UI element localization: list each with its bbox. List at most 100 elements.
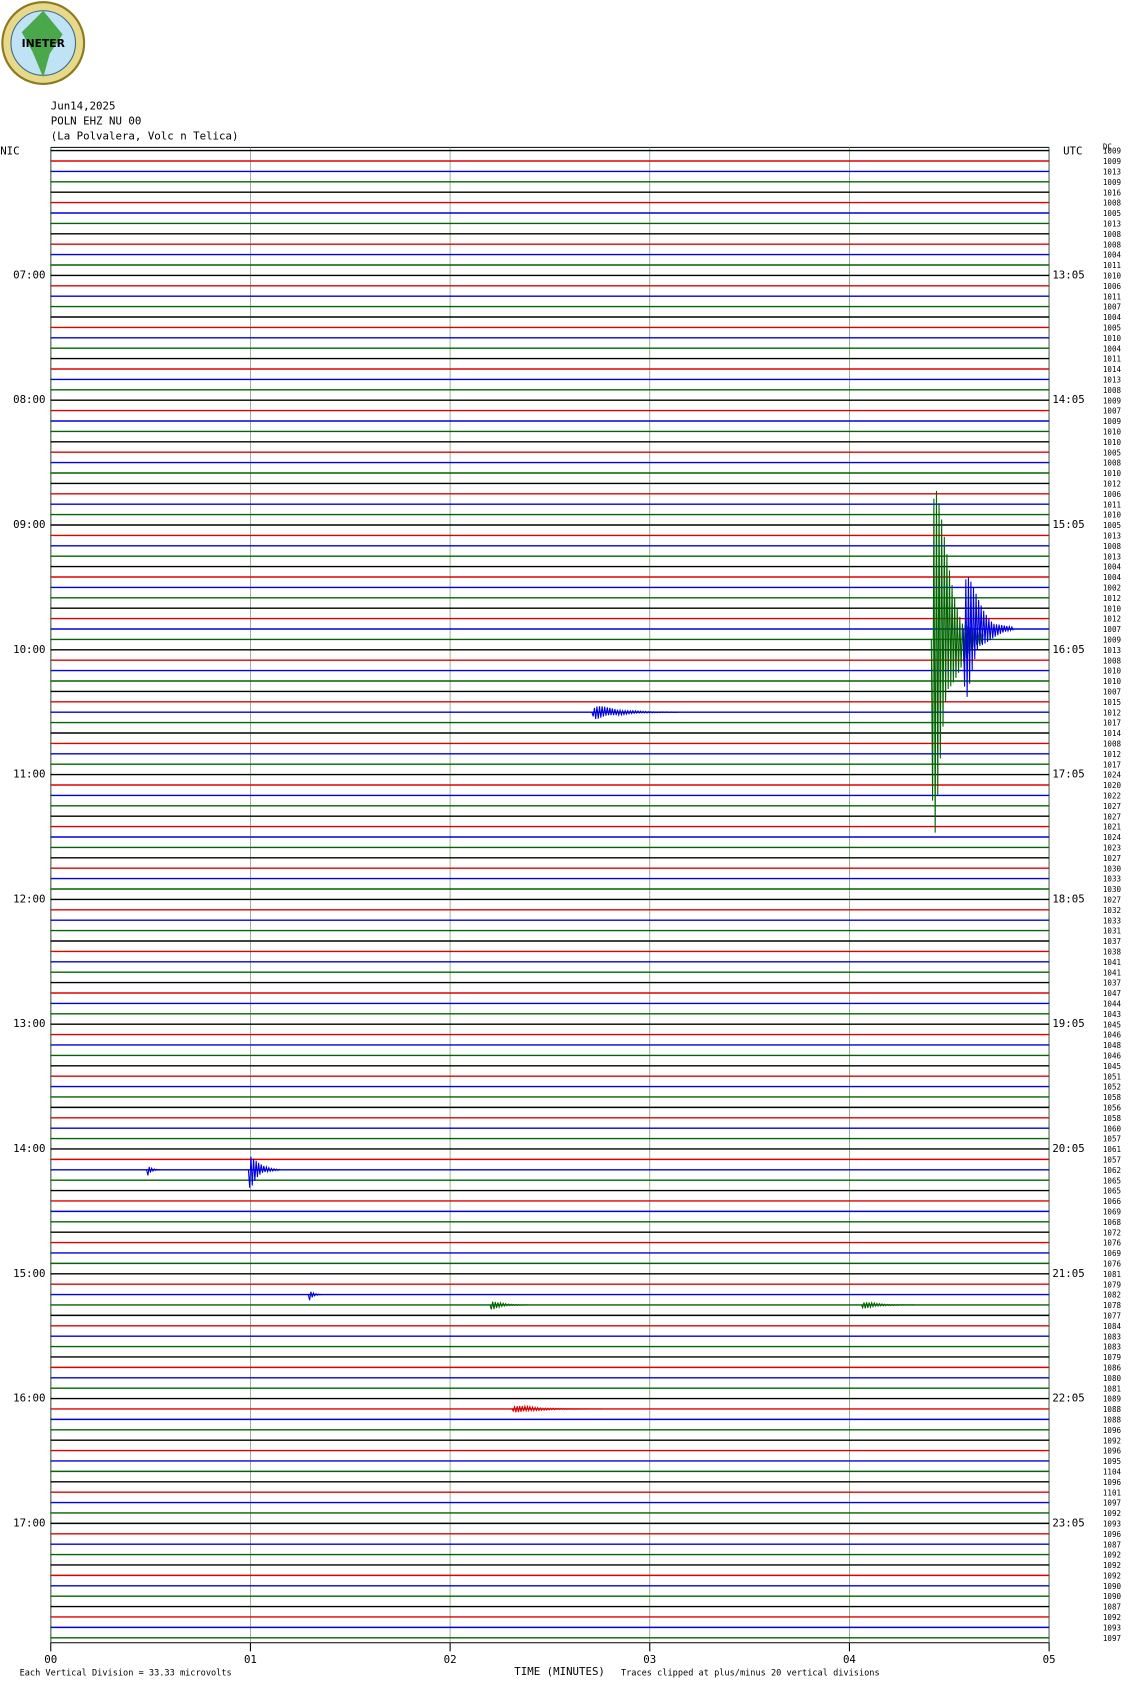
trace-count: 1004 (1103, 573, 1122, 582)
utc-hour-label: 14:05 (1052, 393, 1084, 406)
trace-count: 1093 (1103, 1519, 1121, 1528)
trace-count: 1010 (1103, 511, 1122, 520)
trace-count: 1009 (1103, 396, 1122, 405)
trace-count: 1092 (1103, 1561, 1121, 1570)
trace-count: 1024 (1103, 833, 1122, 842)
nic-hour-label: 17:00 (13, 1516, 45, 1529)
trace-count: 1092 (1103, 1571, 1121, 1580)
x-tick-label: 03 (643, 1653, 656, 1666)
trace-count: 1041 (1103, 968, 1122, 977)
x-axis-label: TIME (MINUTES) (514, 1665, 605, 1678)
trace-count: 1010 (1103, 469, 1122, 478)
x-tick-label: 00 (44, 1653, 57, 1666)
trace-count: 1096 (1103, 1478, 1122, 1487)
trace-count: 1012 (1103, 615, 1121, 624)
trace-count: 1013 (1103, 375, 1121, 384)
trace-count: 1087 (1103, 1603, 1121, 1612)
trace-count: 1010 (1103, 667, 1122, 676)
seismic-event (307, 1291, 323, 1301)
trace-count: 1097 (1103, 1634, 1121, 1643)
trace-count: 1061 (1103, 1145, 1122, 1154)
trace-count: 1044 (1103, 999, 1122, 1008)
trace-count: 1072 (1103, 1228, 1121, 1237)
trace-count: 1013 (1103, 646, 1121, 655)
trace-count: 1008 (1103, 230, 1122, 239)
x-tick-label: 05 (1043, 1653, 1056, 1666)
trace-count: 1083 (1103, 1332, 1121, 1341)
trace-count: 1076 (1103, 1259, 1122, 1268)
trace-count: 1011 (1103, 261, 1122, 270)
trace-count: 1048 (1103, 1041, 1122, 1050)
trace-count: 1045 (1103, 1020, 1121, 1029)
trace-count: 1087 (1103, 1540, 1121, 1549)
trace-count: 1010 (1103, 677, 1122, 686)
trace-count: 1057 (1103, 1155, 1121, 1164)
trace-count: 1027 (1103, 854, 1121, 863)
trace-count: 1069 (1103, 1207, 1122, 1216)
trace-count: 1080 (1103, 1374, 1122, 1383)
trace-count: 1005 (1103, 448, 1121, 457)
trace-count: 1007 (1103, 625, 1121, 634)
trace-count: 1013 (1103, 552, 1121, 561)
trace-count: 1101 (1103, 1488, 1122, 1497)
trace-count: 1007 (1103, 407, 1121, 416)
trace-count: 1084 (1103, 1322, 1122, 1331)
seismic-event (247, 1156, 281, 1188)
utc-hour-label: 17:05 (1052, 768, 1084, 781)
utc-hour-label: 21:05 (1052, 1267, 1084, 1280)
trace-count: 1005 (1103, 209, 1121, 218)
trace-count: 1030 (1103, 864, 1122, 873)
trace-count: 1016 (1103, 188, 1122, 197)
trace-count: 1023 (1103, 843, 1121, 852)
trace-count: 1012 (1103, 750, 1121, 759)
x-tick-label: 01 (244, 1653, 257, 1666)
trace-count: 1058 (1103, 1114, 1122, 1123)
trace-count: 1079 (1103, 1280, 1122, 1289)
trace-count: 1093 (1103, 1623, 1121, 1632)
trace-count: 1005 (1103, 323, 1121, 332)
trace-count: 1096 (1103, 1426, 1122, 1435)
trace-count: 1011 (1103, 292, 1122, 301)
trace-count: 1104 (1103, 1467, 1122, 1476)
trace-count: 1013 (1103, 531, 1121, 540)
x-tick-label: 04 (843, 1653, 856, 1666)
left-zone: NIC (0, 145, 19, 158)
trace-count: 1012 (1103, 479, 1121, 488)
trace-count: 1008 (1103, 386, 1122, 395)
trace-count: 1076 (1103, 1239, 1122, 1248)
nic-hour-label: 12:00 (13, 892, 45, 905)
nic-hour-label: 14:00 (13, 1142, 45, 1155)
trace-count: 1017 (1103, 760, 1121, 769)
trace-count: 1081 (1103, 1384, 1122, 1393)
trace-count: 1045 (1103, 1062, 1121, 1071)
trace-count: 1058 (1103, 1093, 1122, 1102)
trace-count: 1006 (1103, 282, 1122, 291)
logo-land (21, 10, 63, 78)
seismic-event (860, 1301, 916, 1310)
clip-note: Traces clipped at plus/minus 20 vertical… (621, 1668, 880, 1678)
trace-count: 1095 (1103, 1457, 1121, 1466)
utc-hour-label: 18:05 (1052, 892, 1084, 905)
trace-count: 1012 (1103, 708, 1121, 717)
nic-hour-label: 07:00 (13, 268, 45, 281)
dc-label: DC (1103, 142, 1112, 151)
trace-count: 1069 (1103, 1249, 1122, 1258)
trace-count: 1089 (1103, 1395, 1122, 1404)
trace-count: 1013 (1103, 167, 1121, 176)
utc-hour-label: 23:05 (1052, 1516, 1084, 1529)
trace-count: 1031 (1103, 927, 1122, 936)
nic-hour-label: 10:00 (13, 643, 45, 656)
trace-count: 1002 (1103, 583, 1121, 592)
trace-count: 1009 (1103, 178, 1122, 187)
nic-hour-label: 13:00 (13, 1017, 45, 1030)
date: Jun14,2025 (51, 100, 116, 113)
trace-count: 1038 (1103, 947, 1122, 956)
seismic-event (146, 1166, 161, 1176)
trace-count: 1008 (1103, 656, 1122, 665)
trace-count: 1047 (1103, 989, 1121, 998)
trace-count: 1092 (1103, 1509, 1121, 1518)
trace-count: 1007 (1103, 303, 1121, 312)
seismic-event (511, 1404, 602, 1413)
seismic-event (489, 1301, 529, 1310)
trace-count: 1010 (1103, 604, 1122, 613)
